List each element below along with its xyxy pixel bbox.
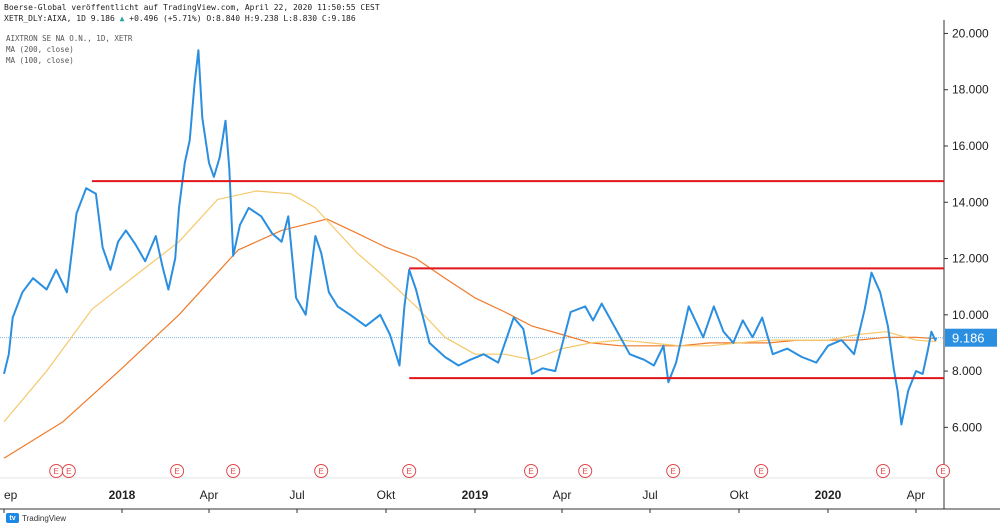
legend-ma100: MA (100, close) [6,56,74,65]
earnings-marker [61,464,76,478]
y-tick-label: 12.000 [952,252,989,266]
series-line-ma-200-close [3,218,937,459]
earnings-marker-label: E [759,467,764,476]
x-tick-label: Okt [377,488,396,502]
series-line-ma-100-close [3,190,937,423]
up-arrow-icon: ▲ [119,14,125,23]
earnings-marker-label: E [319,467,324,476]
y-tick-label: 8.000 [952,364,982,378]
earnings-marker-label: E [54,467,59,476]
chart-header-quote: XETR_DLY:AIXA, 1D 9.186 ▲ +0.496 (+5.71%… [4,14,356,23]
x-tick-label: Jul [289,488,304,502]
earnings-marker [666,464,681,478]
earnings-marker-label: E [528,467,533,476]
earnings-marker-label: E [940,467,945,476]
legend-ma200: MA (200, close) [6,45,74,54]
y-tick-label: 14.000 [952,195,989,209]
earnings-marker-label: E [174,467,179,476]
y-tick-label: 20.000 [952,26,989,40]
y-tick-label: 6.000 [952,420,982,434]
earnings-marker [936,464,951,478]
chart-header-title: Boerse-Global veröffentlicht auf Trading… [4,3,380,12]
earnings-marker [876,464,891,478]
earnings-marker [402,464,417,478]
x-tick-label: Apr [553,488,572,502]
earnings-marker-label: E [880,467,885,476]
last-price-label: 9.186 [952,331,985,346]
x-tick-label: Apr [907,488,926,502]
tradingview-logo[interactable]: tv TradingView [6,513,66,523]
y-tick-label: 10.000 [952,308,989,322]
x-tick-label: Jul [642,488,657,502]
x-tick-label: 2018 [109,488,136,502]
earnings-marker-label: E [671,467,676,476]
earnings-marker [170,464,185,478]
earnings-marker [314,464,329,478]
earnings-marker [754,464,769,478]
earnings-marker-label: E [231,467,236,476]
earnings-marker [524,464,539,478]
quote-ohlc-text: +0.496 (+5.71%) O:8.840 H:9.238 L:8.830 … [129,14,356,23]
earnings-marker-label: E [407,467,412,476]
x-tick-label: 2020 [815,488,842,502]
earnings-marker [578,464,593,478]
quote-symbol-text: XETR_DLY:AIXA, 1D 9.186 [4,14,115,23]
x-tick-label: Okt [730,488,749,502]
earnings-marker [226,464,241,478]
series-line-aixtron-se-na-o-n-1d-xetr [3,49,938,426]
x-tick-label: 2019 [462,488,489,502]
y-tick-label: 16.000 [952,139,989,153]
tradingview-brand-text: TradingView [22,513,67,523]
earnings-marker-label: E [583,467,588,476]
y-tick-label: 18.000 [952,83,989,97]
legend-symbol: AIXTRON SE NA O.N., 1D, XETR [6,34,133,43]
tv-logo-icon: tv [6,513,19,523]
x-tick-label: Apr [200,488,219,502]
x-tick-label: ep [4,488,18,502]
last-price-badge [945,328,997,347]
earnings-marker-label: E [66,467,71,476]
